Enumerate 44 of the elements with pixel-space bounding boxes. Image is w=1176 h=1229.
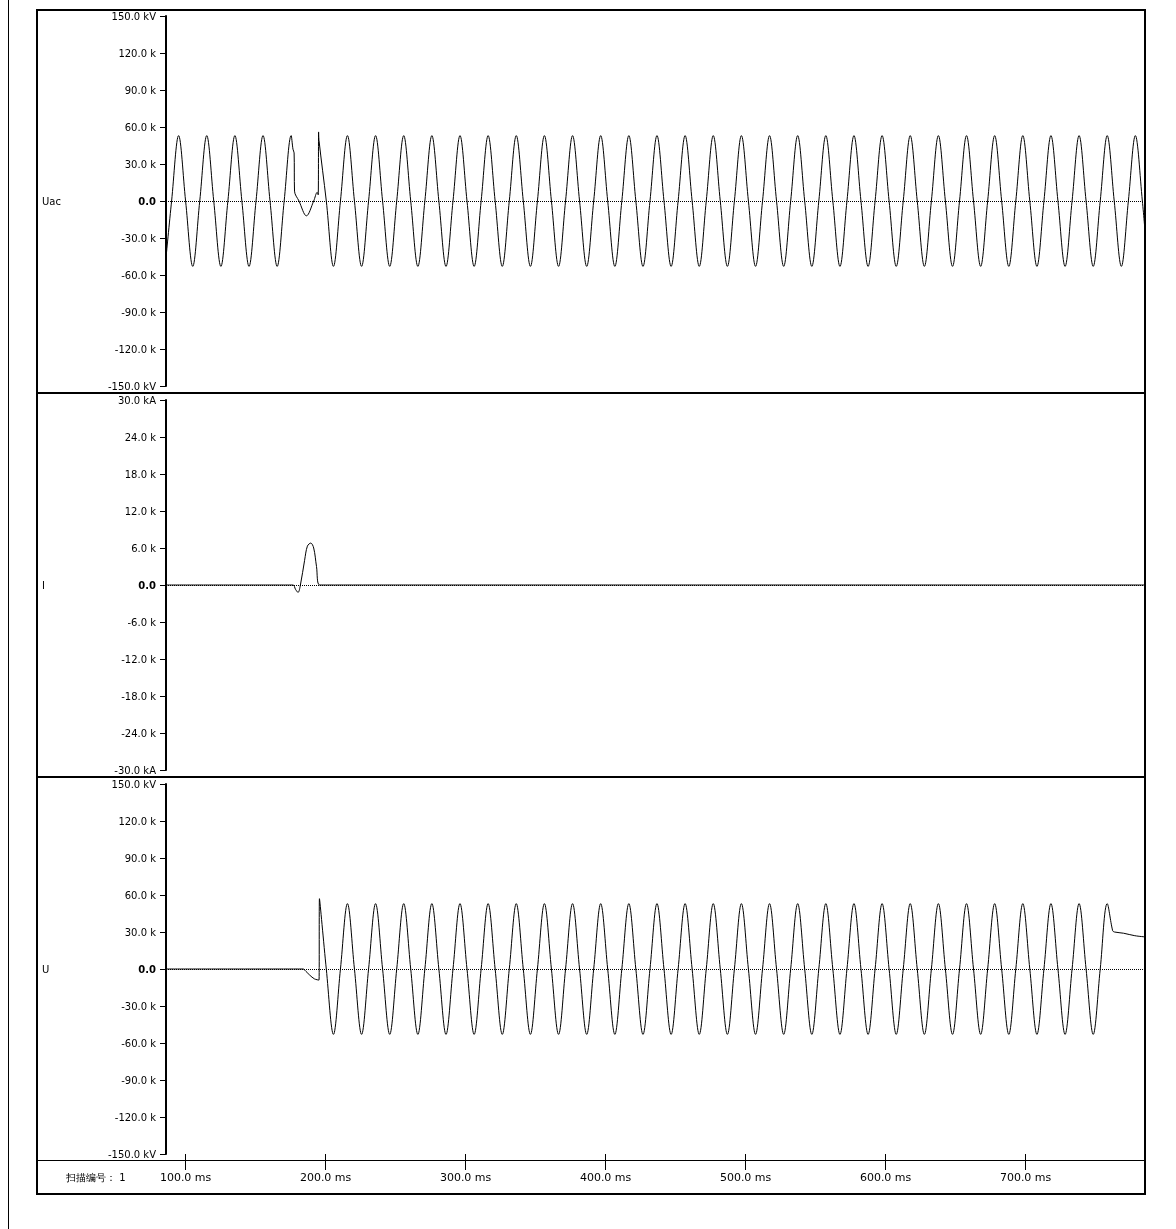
x-tick-label: 100.0 ms: [159, 1171, 212, 1184]
x-tick-label: 600.0 ms: [859, 1171, 912, 1184]
x-tick-label: 200.0 ms: [299, 1171, 352, 1184]
y-axis-title: Uac: [42, 195, 61, 207]
y-tick-label: -120.0 k: [114, 343, 157, 355]
y-tick-label: -120.0 k: [114, 1111, 157, 1123]
y-tick-label: -150.0 kV: [107, 380, 157, 392]
y-tick-label: 120.0 k: [118, 47, 157, 59]
y-tick-label: 30.0 k: [124, 926, 157, 938]
y-axis-title: I: [42, 579, 45, 591]
y-tick-label: 0.0: [138, 963, 157, 975]
y-tick-label: 0.0: [138, 195, 157, 207]
y-tick-label: -90.0 k: [121, 306, 157, 318]
y-tick-label: 0.0: [138, 579, 157, 591]
y-tick-label: -24.0 k: [121, 727, 157, 739]
x-tick-label: 700.0 ms: [999, 1171, 1052, 1184]
x-tick-label: 300.0 ms: [439, 1171, 492, 1184]
y-tick-label: 24.0 k: [124, 431, 157, 443]
y-tick-label: 6.0 k: [131, 542, 157, 554]
y-tick-label: -90.0 k: [121, 1074, 157, 1086]
y-tick-label: 120.0 k: [118, 815, 157, 827]
y-tick-label: -60.0 k: [121, 1037, 157, 1049]
y-tick-label: -30.0 k: [121, 1000, 157, 1012]
y-tick-label: 90.0 k: [124, 852, 157, 864]
y-tick-label: 30.0 kA: [117, 394, 157, 406]
y-tick-label: -12.0 k: [121, 653, 157, 665]
x-tick-label: 400.0 ms: [579, 1171, 632, 1184]
y-tick-label: 60.0 k: [124, 121, 157, 133]
x-tick-label: 500.0 ms: [719, 1171, 772, 1184]
y-tick-label: 90.0 k: [124, 84, 157, 96]
y-tick-label: 30.0 k: [124, 158, 157, 170]
y-axis-title: U: [42, 963, 50, 975]
y-tick-label: 18.0 k: [124, 468, 157, 480]
y-tick-label: 60.0 k: [124, 889, 157, 901]
y-tick-label: -30.0 kA: [114, 764, 157, 776]
y-tick-label: -60.0 k: [121, 269, 157, 281]
y-tick-label: 12.0 k: [124, 505, 157, 517]
y-tick-label: 150.0 kV: [111, 778, 157, 790]
text: 扫描编号： 1: [65, 1171, 126, 1183]
y-tick-label: -6.0 k: [127, 616, 157, 628]
y-tick-label: -150.0 kV: [107, 1148, 157, 1160]
y-tick-label: -30.0 k: [121, 232, 157, 244]
y-tick-label: -18.0 k: [121, 690, 157, 702]
y-tick-label: 150.0 kV: [111, 10, 157, 22]
